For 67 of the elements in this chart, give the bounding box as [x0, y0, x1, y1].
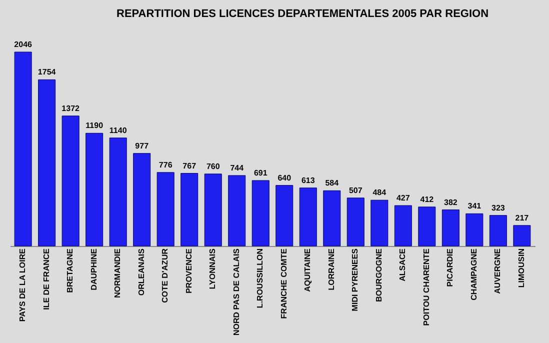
bar: [346, 198, 364, 246]
data-label: 640: [278, 173, 292, 182]
bar: [109, 138, 127, 246]
x-tick-label: ORLEANAIS: [136, 248, 146, 296]
bar: [276, 185, 294, 246]
x-tick-label: NORD PAS DE CALAIS: [232, 248, 241, 336]
bar: [156, 172, 174, 246]
bar: [133, 153, 151, 246]
x-tick-label: LIMOUSIN: [516, 248, 526, 288]
x-tick-label: DAUPHINE: [89, 248, 98, 290]
bar: [323, 190, 341, 246]
bar: [489, 215, 507, 246]
x-tick-label: PAYS DE LA LOIRE: [18, 248, 28, 322]
data-label: 584: [325, 178, 340, 188]
bar: [38, 79, 56, 246]
bar: [252, 180, 270, 246]
data-label: 217: [515, 213, 530, 222]
data-label: 767: [182, 161, 197, 170]
x-tick-label: MIDI PYRENEES: [350, 248, 360, 312]
x-tick-label: COTE D'AZUR: [160, 248, 170, 303]
data-label: 323: [492, 203, 506, 212]
data-label: 1190: [86, 121, 104, 130]
x-tick-label: L.ROUSSILLON: [256, 248, 265, 308]
data-label: 760: [206, 162, 220, 171]
data-label: 744: [230, 163, 244, 172]
data-label: 341: [468, 202, 482, 211]
data-label: 382: [444, 198, 458, 207]
bar: [14, 52, 32, 246]
x-tick-label: POITOU CHARENTE: [422, 248, 431, 326]
data-label: 1372: [62, 104, 80, 113]
x-tick-label: NORMANDIE: [113, 248, 122, 298]
x-tick-label: ALSACE: [398, 248, 408, 282]
bar: [180, 173, 198, 246]
bar: [370, 200, 388, 246]
bar: [513, 225, 531, 246]
x-tick-label: ILE DE FRANCE: [42, 248, 51, 310]
bar: [418, 206, 436, 246]
bar: [86, 132, 104, 246]
bar: [204, 174, 222, 246]
data-label: 507: [348, 186, 363, 195]
x-tick-label: LORRAINE: [326, 248, 336, 290]
data-label: 977: [135, 141, 150, 150]
data-label: 1754: [38, 68, 56, 77]
data-label: 613: [301, 176, 316, 185]
x-tick-label: FRANCHE COMTE: [279, 248, 288, 319]
data-label: 412: [420, 194, 434, 204]
bar: [228, 175, 246, 246]
data-label: 427: [396, 194, 410, 203]
data-label: 1140: [109, 126, 128, 135]
data-label: 691: [254, 168, 268, 178]
bar: [299, 188, 317, 246]
bar: [466, 213, 484, 246]
x-tick-label: LYONNAIS: [208, 248, 218, 290]
data-label: 776: [158, 160, 173, 170]
x-tick-label: CHAMPAGNE: [469, 248, 478, 300]
bar: [442, 210, 460, 246]
x-tick-label: PICARDIE: [446, 248, 455, 287]
x-tick-label: PROVENCE: [184, 248, 194, 294]
x-tick-label: AQUITAINE: [303, 248, 312, 292]
x-tick-label: BOURGOGNE: [374, 248, 384, 302]
x-tick-label: AUVERGNE: [493, 248, 502, 294]
data-label: 2046: [14, 40, 33, 49]
x-tick-label: BRETAGNE: [66, 248, 75, 293]
bar: [394, 205, 412, 246]
data-label: 484: [372, 188, 387, 198]
bar: [62, 116, 80, 246]
chart-title: REPARTITION DES LICENCES DEPARTEMENTALES 2005 PAR REGION: [116, 8, 489, 20]
